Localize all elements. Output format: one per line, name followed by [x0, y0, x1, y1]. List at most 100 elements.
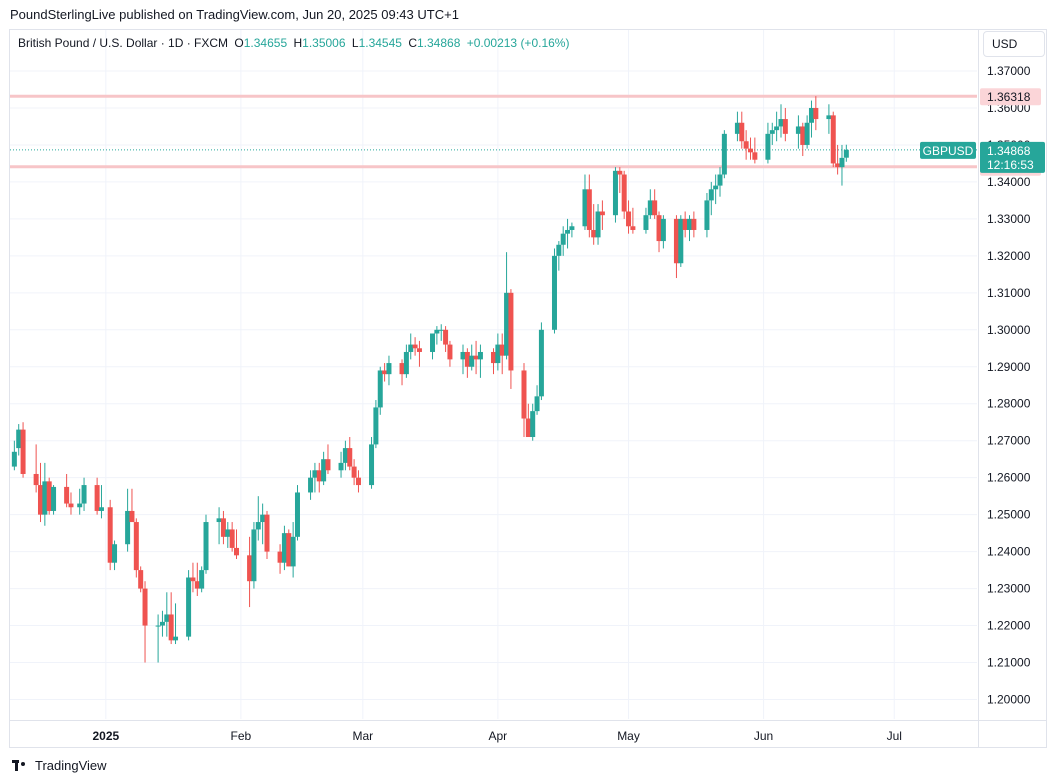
candle-body [42, 481, 48, 515]
candle-body [774, 126, 780, 131]
legend-close-value: 1.34868 [416, 36, 461, 50]
chart-frame [9, 29, 1047, 748]
candle-body [377, 370, 383, 408]
symbol-price-tag-label: GBPUSD [923, 144, 974, 158]
candle-body [186, 577, 192, 637]
candle-body [538, 329, 544, 397]
candle-body [839, 157, 845, 168]
candle-body [843, 149, 849, 158]
candle-body [173, 636, 179, 641]
candle-body [260, 514, 266, 523]
candle-body [355, 477, 361, 486]
candle-body [325, 459, 331, 471]
candle-body [534, 396, 540, 412]
candle-body [647, 200, 653, 216]
legend-low-label: L [351, 36, 359, 50]
candle-body [408, 344, 414, 352]
candle-body [525, 418, 531, 438]
candle-body [704, 200, 710, 230]
candle-body [660, 218, 666, 242]
candle-body [599, 211, 605, 216]
y-tick-label: 1.24000 [987, 545, 1031, 559]
x-tick-label: Apr [489, 729, 508, 743]
candle-body [308, 477, 314, 493]
tradingview-logo-icon [12, 759, 31, 772]
candle-body [473, 355, 479, 360]
candle-body [626, 211, 632, 227]
x-tick-label: May [617, 729, 640, 743]
candle-body [33, 473, 39, 486]
candle-body [138, 570, 144, 589]
candle-body [495, 344, 501, 364]
candle-body [769, 130, 775, 134]
candle-body [68, 503, 74, 508]
legend-high-value: 1.35006 [302, 36, 346, 50]
countdown-label: 12:16:53 [987, 158, 1034, 172]
candle-body [782, 119, 788, 134]
candle-body [569, 226, 575, 230]
candle-body [682, 218, 688, 230]
candle-body [77, 503, 83, 508]
candle-body [464, 351, 470, 367]
candle-body [133, 522, 139, 571]
candle-body [813, 107, 819, 120]
y-tick-label: 1.25000 [987, 508, 1031, 522]
candle-body [155, 625, 161, 627]
candle-body [447, 344, 453, 360]
y-tick-label: 1.29000 [987, 360, 1031, 374]
candle-body [617, 170, 623, 175]
candle-body [800, 126, 806, 145]
legend-close-label: C [408, 36, 417, 50]
y-tick-label: 1.30000 [987, 323, 1031, 337]
candle-body [556, 244, 562, 256]
currency-button[interactable]: USD [983, 31, 1045, 57]
x-tick-label: Mar [352, 729, 373, 743]
y-tick-label: 1.23000 [987, 582, 1031, 596]
candle-body [159, 621, 165, 626]
y-tick-label: 1.31000 [987, 286, 1031, 300]
y-tick-label: 1.34000 [987, 175, 1031, 189]
candle-body [194, 581, 200, 589]
price-axis-divider [978, 29, 979, 748]
last-price-label: 1.34868 [987, 144, 1031, 158]
candle-body [835, 163, 841, 168]
candle-body [460, 351, 466, 360]
candle-body [438, 329, 444, 331]
candle-body [491, 351, 496, 364]
candle-body [81, 485, 87, 504]
y-tick-label: 1.21000 [987, 656, 1031, 670]
candle-body [612, 170, 618, 216]
candle-body [734, 122, 740, 134]
x-tick-label: 2025 [92, 729, 119, 743]
candle-body [430, 333, 436, 352]
candle-body [321, 459, 327, 482]
candle-body [142, 588, 148, 626]
y-tick-label: 1.20000 [987, 693, 1031, 707]
candle-body [469, 355, 475, 367]
candle-body [717, 174, 723, 186]
candle-body [691, 218, 697, 230]
candle-body [739, 122, 745, 142]
candle-body [443, 329, 449, 345]
candle-body [277, 551, 283, 563]
footer-brand: TradingView [12, 758, 107, 773]
candle-body [164, 614, 170, 622]
candle-body [190, 577, 196, 582]
candle-body [687, 218, 693, 230]
candle-body [621, 174, 627, 212]
candle-body [125, 510, 131, 545]
symbol-price-tag [920, 141, 976, 159]
candle-body [656, 215, 662, 242]
candle-body [778, 119, 784, 127]
candle-body [382, 370, 388, 375]
candle-body [199, 570, 205, 589]
y-tick-label: 1.27000 [987, 434, 1031, 448]
candle-body [643, 215, 649, 230]
x-tick-label: Jul [887, 729, 902, 743]
candle-body [247, 555, 253, 582]
candle-body [721, 133, 727, 175]
candle-body [225, 529, 231, 537]
candle-body [347, 448, 353, 467]
candle-body [826, 115, 832, 120]
